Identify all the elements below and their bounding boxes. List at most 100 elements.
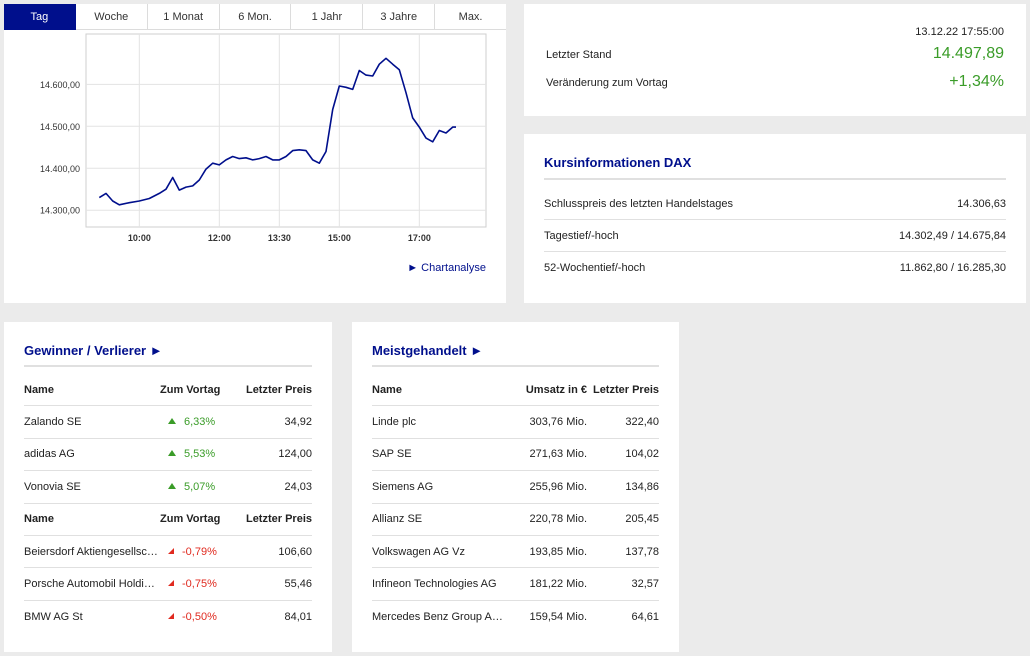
stock-name[interactable]: adidas AG	[24, 448, 75, 461]
down-triangle-icon	[168, 580, 174, 587]
tab-max[interactable]: Max.	[435, 4, 507, 30]
y-tick-label: 14.400,00	[40, 164, 80, 174]
price-value: 55,46	[284, 578, 312, 591]
tab-tag[interactable]: Tag	[4, 4, 76, 30]
stock-name[interactable]: Porsche Automobil Holding…	[24, 578, 160, 591]
x-tick-label: 13:30	[268, 233, 291, 243]
umsatz-value: 220,78 Mio.	[529, 513, 587, 526]
price-value: 34,92	[284, 416, 312, 429]
tab-6-mon[interactable]: 6 Mon.	[219, 4, 292, 30]
table-row[interactable]: Mercedes Benz Group AG… 159,54 Mio. 64,6…	[372, 601, 659, 633]
kurs-info-title: Kursinformationen DAX	[544, 155, 692, 170]
header-price: Letzter Preis	[245, 513, 312, 526]
divider	[372, 365, 659, 367]
table-row[interactable]: Allianz SE 220,78 Mio. 205,45	[372, 504, 659, 536]
kurs-row-label: Schlusspreis des letzten Handelstages	[544, 197, 733, 210]
kurs-row-52w-range: 52-Wochentief/-hoch 11.862,80 / 16.285,3…	[544, 252, 1006, 284]
stock-name[interactable]: Volkswagen AG Vz	[372, 545, 465, 558]
change-value: 5,07%	[184, 480, 216, 493]
down-triangle-icon	[168, 612, 174, 619]
stock-name[interactable]: Zalando SE	[24, 416, 82, 429]
price-value: 322,40	[625, 416, 659, 429]
table-row[interactable]: Vonovia SE 5,07% 24,03	[24, 471, 312, 504]
x-tick-label: 17:00	[408, 233, 431, 243]
kurs-row-label: Tagestief/-hoch	[544, 229, 619, 242]
stock-name[interactable]: Siemens AG	[372, 480, 434, 493]
chartanalyse-link[interactable]: ► Chartanalyse	[407, 262, 486, 274]
divider	[544, 178, 1006, 180]
table-row[interactable]: SAP SE 271,63 Mio. 104,02	[372, 439, 659, 472]
table-row[interactable]: Beiersdorf Aktiengesellschaft -0,79% 106…	[24, 536, 312, 569]
chart-panel: Tag Woche 1 Monat 6 Mon. 1 Jahr 3 Jahre …	[4, 4, 507, 303]
quote-panel: 13.12.22 17:55:00 Letzter Stand 14.497,8…	[524, 4, 1026, 116]
table-row[interactable]: Siemens AG 255,96 Mio. 134,86	[372, 471, 659, 504]
change-value: -0,75%	[182, 578, 217, 591]
table-header: Name Zum Vortag Letzter Preis	[24, 374, 312, 407]
stock-name[interactable]: SAP SE	[372, 448, 412, 461]
header-name: Name	[24, 513, 54, 526]
change-value: +1,34%	[949, 73, 1004, 90]
header-change: Zum Vortag	[160, 513, 221, 526]
stock-name[interactable]: Allianz SE	[372, 513, 423, 526]
x-tick-label: 15:00	[328, 233, 351, 243]
header-change: Zum Vortag	[160, 383, 221, 396]
change-value: -0,50%	[182, 610, 217, 623]
table-row[interactable]: Porsche Automobil Holding… -0,75% 55,46	[24, 568, 312, 601]
last-price-value: 14.497,89	[932, 45, 1004, 62]
timerange-tabs: Tag Woche 1 Monat 6 Mon. 1 Jahr 3 Jahre …	[4, 4, 507, 30]
quote-timestamp: 13.12.22 17:55:00	[915, 26, 1004, 38]
stock-name[interactable]: Infineon Technologies AG	[372, 578, 497, 591]
price-value: 106,60	[278, 545, 312, 558]
change-value: -0,79%	[182, 545, 217, 558]
table-row[interactable]: Zalando SE 6,33% 34,92	[24, 406, 312, 439]
table-header: Name Zum Vortag Letzter Preis	[24, 504, 312, 536]
table-row[interactable]: Infineon Technologies AG 181,22 Mio. 32,…	[372, 568, 659, 601]
x-tick-label: 10:00	[128, 233, 151, 243]
tab-1-jahr[interactable]: 1 Jahr	[291, 4, 364, 30]
header-price: Letzter Preis	[592, 383, 659, 396]
table-row[interactable]: BMW AG St -0,50% 84,01	[24, 601, 312, 633]
y-tick-label: 14.500,00	[40, 122, 80, 132]
price-value: 134,86	[625, 480, 659, 493]
x-tick-label: 12:00	[208, 233, 231, 243]
tab-3-jahre[interactable]: 3 Jahre	[363, 4, 436, 30]
price-value: 24,03	[284, 480, 312, 493]
up-triangle-icon	[168, 482, 176, 489]
table-row[interactable]: Linde plc 303,76 Mio. 322,40	[372, 406, 659, 439]
change-value: 5,53%	[184, 448, 216, 461]
umsatz-value: 159,54 Mio.	[529, 610, 587, 623]
umsatz-value: 303,76 Mio.	[529, 416, 587, 429]
winners-losers-title[interactable]: Gewinner / Verlierer ►	[24, 343, 163, 358]
most-traded-title[interactable]: Meistgehandelt ►	[372, 343, 484, 358]
change-label: Veränderung zum Vortag	[546, 77, 668, 89]
kurs-row-value: 14.306,63	[957, 197, 1006, 210]
most-traded-table: Name Umsatz in € Letzter Preis Linde plc…	[372, 374, 659, 633]
up-triangle-icon	[168, 418, 176, 425]
table-row[interactable]: adidas AG 5,53% 124,00	[24, 439, 312, 472]
y-tick-label: 14.600,00	[40, 80, 80, 90]
y-tick-label: 14.300,00	[40, 206, 80, 216]
stock-name[interactable]: Linde plc	[372, 416, 417, 429]
header-name: Name	[24, 383, 54, 396]
kurs-row-label: 52-Wochentief/-hoch	[544, 262, 646, 274]
umsatz-value: 181,22 Mio.	[529, 578, 587, 591]
stock-name[interactable]: Beiersdorf Aktiengesellschaft	[24, 545, 160, 558]
header-umsatz: Umsatz in €	[525, 383, 587, 396]
change-value: 6,33%	[184, 416, 216, 429]
last-price-label: Letzter Stand	[546, 49, 612, 61]
price-value: 124,00	[278, 448, 312, 461]
table-row[interactable]: Volkswagen AG Vz 193,85 Mio. 137,78	[372, 536, 659, 569]
stock-name[interactable]: Vonovia SE	[24, 480, 81, 493]
umsatz-value: 193,85 Mio.	[529, 545, 587, 558]
kurs-row-value: 11.862,80 / 16.285,30	[899, 262, 1006, 274]
dax-price-line	[98, 57, 456, 206]
price-value: 64,61	[631, 610, 659, 623]
plot-frame	[85, 33, 487, 228]
stock-name[interactable]: BMW AG St	[24, 610, 83, 623]
tab-1-monat[interactable]: 1 Monat	[147, 4, 220, 30]
intraday-chart: 14.300,00 14.400,00 14.500,00 14.600,00 10:0…	[40, 33, 487, 243]
most-traded-panel: Meistgehandelt ► Name Umsatz in € Letzte…	[352, 322, 679, 652]
divider	[24, 365, 312, 367]
tab-woche[interactable]: Woche	[75, 4, 148, 30]
stock-name[interactable]: Mercedes Benz Group AG…	[372, 610, 507, 623]
